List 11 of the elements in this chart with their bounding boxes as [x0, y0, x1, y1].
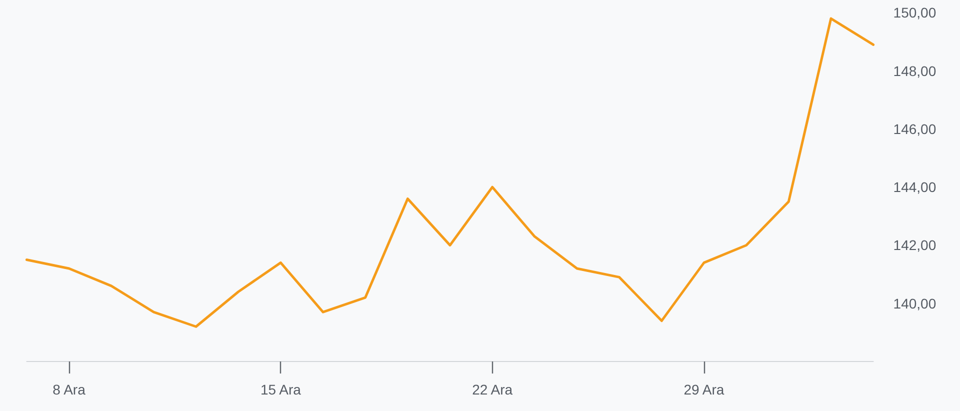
y-tick-label: 142,00	[893, 237, 936, 254]
y-tick-label: 148,00	[893, 62, 936, 79]
x-tick-label: 29 Ara	[684, 382, 724, 398]
x-tick-label: 8 Ara	[52, 382, 86, 398]
y-tick-label: 140,00	[893, 295, 936, 312]
line-series	[25, 17, 875, 328]
x-tick-label: 15 Ara	[260, 382, 302, 398]
y-tick-label: 150,00	[893, 4, 936, 21]
y-tick-label: 146,00	[893, 120, 936, 137]
y-tick-label: 144,00	[893, 179, 936, 196]
x-tick-label: 22 Ara	[472, 382, 513, 398]
